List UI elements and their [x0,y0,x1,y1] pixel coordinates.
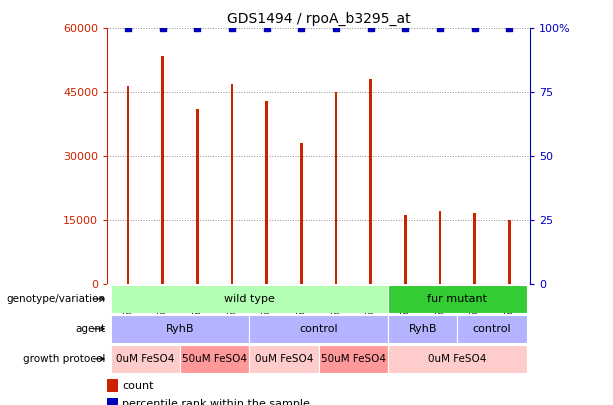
Bar [508,220,511,284]
Bar [111,345,180,373]
Bar [388,285,527,313]
Text: fur mutant: fur mutant [427,294,487,304]
Point [470,25,480,32]
Bar [473,213,476,284]
Point [366,25,376,32]
Bar [388,345,527,373]
Bar [319,345,388,373]
Text: 0uM FeSO4: 0uM FeSO4 [255,354,313,364]
Point [158,25,167,32]
Text: control: control [299,324,338,334]
Bar [111,315,249,343]
Bar [249,345,319,373]
Text: 0uM FeSO4: 0uM FeSO4 [428,354,487,364]
Bar [127,86,129,284]
Title: GDS1494 / rpoA_b3295_at: GDS1494 / rpoA_b3295_at [227,12,411,26]
Text: growth protocol: growth protocol [23,354,105,364]
Text: agent: agent [75,324,105,334]
Bar [107,398,118,405]
Text: genotype/variation: genotype/variation [6,294,105,304]
Bar [249,315,388,343]
Point [297,25,306,32]
Point [227,25,237,32]
Point [262,25,272,32]
Bar [107,379,118,392]
Bar [230,83,234,284]
Point [435,25,445,32]
Bar [335,92,338,284]
Point [400,25,410,32]
Text: RyhB: RyhB [166,324,194,334]
Bar [439,211,441,284]
Text: 50uM FeSO4: 50uM FeSO4 [321,354,386,364]
Point [192,25,202,32]
Bar [370,79,372,284]
Point [504,25,514,32]
Point [331,25,341,32]
Bar [404,215,407,284]
Text: percentile rank within the sample: percentile rank within the sample [122,399,310,405]
Text: 0uM FeSO4: 0uM FeSO4 [116,354,175,364]
Text: control: control [473,324,511,334]
Text: RyhB: RyhB [408,324,437,334]
Bar [161,56,164,284]
Bar [300,143,303,284]
Text: wild type: wild type [224,294,275,304]
Bar [457,315,527,343]
Bar [265,100,268,284]
Bar [388,315,457,343]
Point [123,25,133,32]
Text: 50uM FeSO4: 50uM FeSO4 [182,354,247,364]
Bar [196,109,199,284]
Bar [180,345,249,373]
Bar [111,285,388,313]
Text: count: count [122,381,154,390]
